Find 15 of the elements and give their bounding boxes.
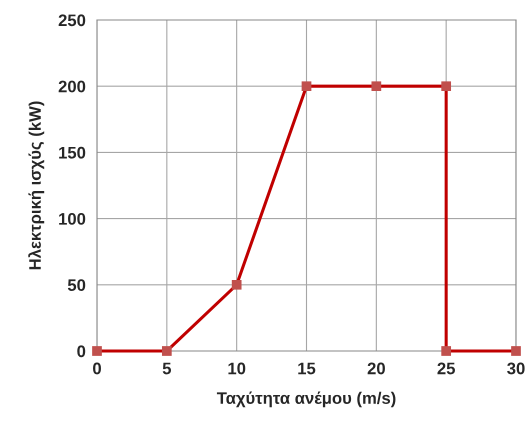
y-tick-label: 0 bbox=[77, 345, 86, 358]
x-tick-label: 0 bbox=[93, 362, 101, 374]
x-tick-label: 15 bbox=[298, 362, 316, 374]
x-tick-label: 25 bbox=[437, 362, 455, 374]
y-axis-title: Ηλεκτρική ισχύς (kW) bbox=[28, 101, 44, 270]
x-axis-title: Ταχύτητα ανέμου (m/s) bbox=[216, 392, 396, 408]
x-tick-label: 10 bbox=[228, 362, 246, 374]
y-tick-label: 50 bbox=[68, 279, 86, 292]
x-tick-label: 5 bbox=[162, 362, 172, 374]
y-tick-label: 200 bbox=[58, 80, 86, 92]
x-tick-label: 20 bbox=[368, 362, 385, 374]
y-tick-label: 150 bbox=[59, 146, 86, 159]
y-tick-label: 250 bbox=[58, 14, 86, 26]
y-tick-label: 100 bbox=[59, 213, 86, 225]
x-tick-label: 30 bbox=[507, 362, 525, 374]
